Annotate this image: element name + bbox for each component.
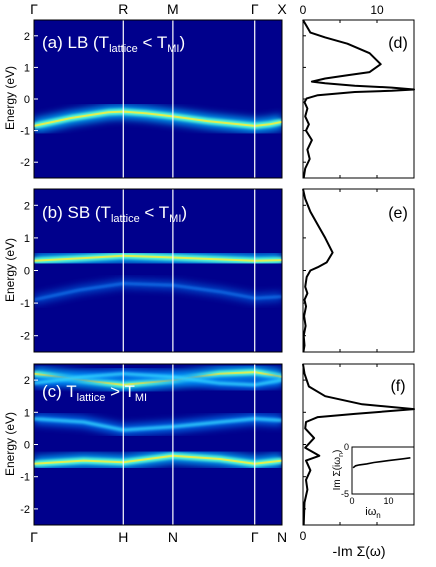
kpoint-label: R — [118, 1, 128, 17]
heatmap-background — [34, 189, 282, 352]
inset-x-tick-label: 0 — [349, 496, 354, 506]
kpoint-label: M — [167, 1, 179, 17]
kpoint-label: X — [277, 1, 287, 17]
panel-c-label: (c) Tlattice > TMI — [42, 382, 147, 404]
y-tick-label: 1 — [24, 62, 30, 74]
y-tick-label: 2 — [24, 200, 30, 212]
inset-y-tick-label: 0 — [344, 442, 349, 452]
y-tick-label: -1 — [20, 298, 30, 310]
heatmap-background — [34, 364, 282, 525]
inset-xlabel: iωn — [365, 506, 381, 520]
xlabel-self-energy: -Im Σ(ω) — [332, 543, 385, 559]
self-energy-panel-e — [302, 188, 415, 353]
y-tick-label: -1 — [20, 472, 30, 484]
panel-frame — [302, 19, 415, 179]
panel-a-label: (a) LB (Tlattice < TMI) — [42, 33, 185, 55]
heatmap-panel-c: -2 -1 0 1 2 Γ H N Γ N — [20, 363, 287, 545]
self-energy-panel-d: 0 10 — [300, 3, 415, 179]
y-tick-label: 0 — [24, 440, 30, 452]
panel-frame — [302, 188, 415, 353]
y-tick-label: 0 — [24, 94, 30, 106]
kpoint-label: H — [118, 529, 128, 545]
inset-y-tick-label: -5 — [341, 489, 349, 499]
band-line — [34, 110, 282, 127]
y-tick-label: -1 — [20, 126, 30, 138]
panel-b-label: (b) SB (Tlattice < TMI) — [42, 203, 187, 225]
kpoint-label: Γ — [30, 1, 38, 17]
inset-panel-f: 0 100-5 — [341, 442, 415, 506]
y-tick-label: -2 — [20, 504, 30, 516]
y-tick-label: 2 — [24, 31, 30, 43]
ylabel-a: Energy (eV) — [3, 66, 17, 130]
y-tick-label: 1 — [24, 233, 30, 245]
inset-ylabel: Im Σ(iωn) — [332, 450, 345, 491]
kpoint-label: Γ — [251, 1, 259, 17]
y-tick-label: -2 — [20, 331, 30, 343]
x-tick-label: 0 — [300, 3, 307, 17]
self-energy-curve — [302, 188, 334, 353]
kpoint-label: N — [168, 529, 178, 545]
heatmap-panel-a: -2 -1 0 1 2 Γ R M Γ X — [20, 1, 287, 179]
y-tick-label: -2 — [20, 157, 30, 169]
inset-x-tick-label: 10 — [383, 496, 393, 506]
heatmap-panel-b: -2 -1 0 1 2 — [20, 188, 283, 353]
kpoint-label: Γ — [30, 529, 38, 545]
ylabel-c: Energy (eV) — [3, 412, 17, 476]
self-energy-curve — [302, 19, 415, 179]
kpoint-label: Γ — [251, 529, 259, 545]
x-tick-label: 10 — [370, 3, 384, 17]
panel-e-letter: (e) — [388, 205, 408, 222]
panel-f-letter: (f) — [390, 378, 405, 395]
self-energy-curve — [302, 363, 415, 526]
y-tick-label: 1 — [24, 407, 30, 419]
kpoint-label: N — [277, 529, 287, 545]
band-line — [34, 254, 282, 262]
x-tick-label: 0 — [300, 529, 307, 543]
y-tick-label: 2 — [24, 375, 30, 387]
inset-frame — [351, 446, 415, 495]
panel-d-letter: (d) — [388, 35, 408, 52]
self-energy-panel-f: 0 — [300, 363, 415, 543]
y-tick-label: 0 — [24, 266, 30, 278]
ylabel-b: Energy (eV) — [3, 238, 17, 302]
panel-frame — [302, 363, 415, 526]
inset-curve — [352, 457, 411, 469]
